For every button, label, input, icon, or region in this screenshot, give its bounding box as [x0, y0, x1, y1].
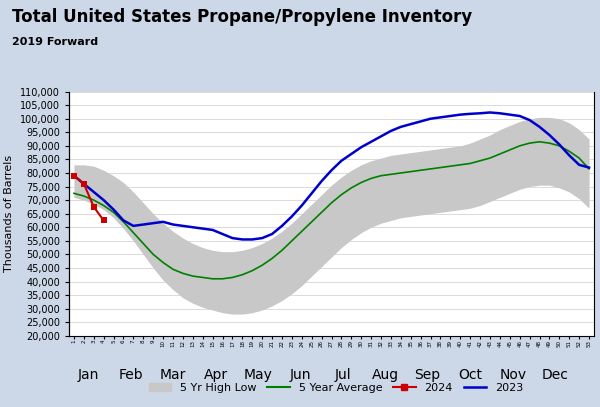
Text: Total United States Propane/Propylene Inventory: Total United States Propane/Propylene In…: [12, 8, 472, 26]
Text: 2019 Forward: 2019 Forward: [12, 37, 98, 47]
Y-axis label: Thousands of Barrels: Thousands of Barrels: [4, 155, 14, 272]
Legend: 5 Yr High Low, 5 Year Average, 2024, 2023: 5 Yr High Low, 5 Year Average, 2024, 202…: [144, 379, 528, 397]
